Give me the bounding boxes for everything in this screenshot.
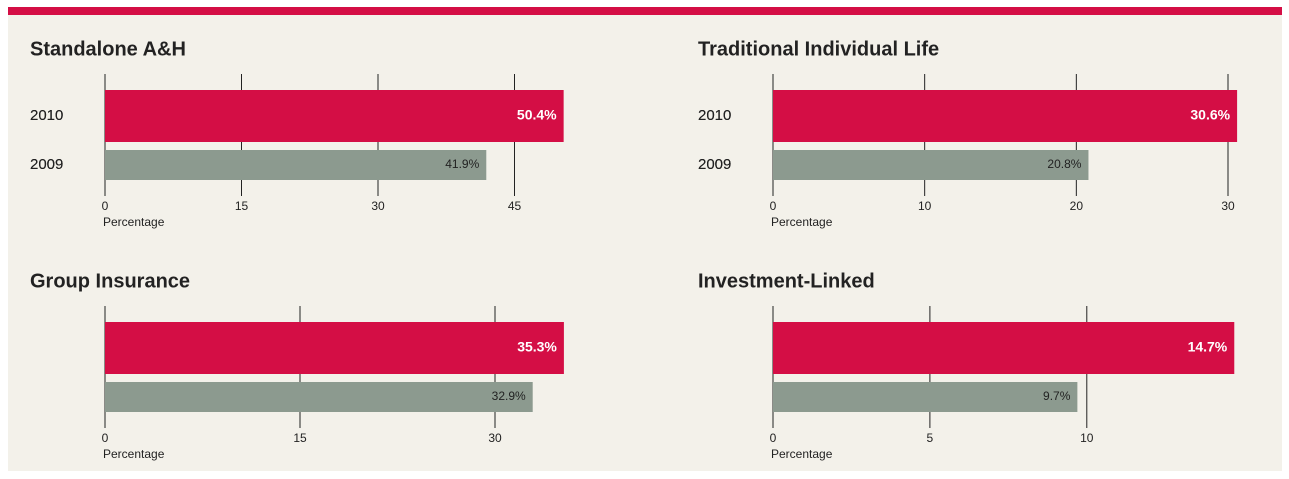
category-label: 2009 [698, 156, 731, 173]
x-tick-label: 5 [927, 431, 934, 445]
x-tick-label: 15 [293, 431, 307, 445]
value-label: 30.6% [1190, 107, 1230, 123]
x-tick-label: 30 [1221, 199, 1235, 213]
value-label: 14.7% [1188, 339, 1228, 355]
x-tick-label: 0 [102, 431, 109, 445]
x-tick-label: 10 [918, 199, 932, 213]
x-axis-label: Percentage [103, 447, 165, 461]
top-band [8, 7, 1282, 15]
bar [105, 322, 564, 374]
x-tick-label: 0 [770, 431, 777, 445]
x-tick-label: 20 [1070, 199, 1084, 213]
x-tick-label: 0 [102, 199, 109, 213]
x-tick-label: 30 [371, 199, 385, 213]
bar [105, 150, 487, 180]
x-axis-label: Percentage [771, 215, 833, 229]
x-tick-label: 30 [488, 431, 502, 445]
x-tick-label: 15 [235, 199, 249, 213]
x-tick-label: 10 [1080, 431, 1094, 445]
value-label: 35.3% [517, 339, 557, 355]
bar [773, 150, 1089, 180]
x-tick-label: 45 [508, 199, 522, 213]
value-label: 9.7% [1043, 389, 1071, 403]
chart-title: Standalone A&H [30, 38, 186, 60]
bar [773, 90, 1238, 142]
category-label: 2009 [30, 156, 63, 173]
x-axis-label: Percentage [103, 215, 165, 229]
bar [773, 322, 1235, 374]
value-label: 50.4% [517, 107, 557, 123]
category-label: 2010 [698, 107, 731, 124]
bar [105, 90, 564, 142]
bar [105, 382, 533, 412]
category-label: 2009 [698, 156, 731, 173]
category-label: 2010 [30, 107, 63, 124]
category-label: 2010 [698, 107, 731, 124]
value-label: 20.8% [1047, 157, 1081, 171]
bar [773, 382, 1078, 412]
value-label: 41.9% [445, 157, 479, 171]
x-tick-label: 0 [770, 199, 777, 213]
category-label: 2009 [30, 156, 63, 173]
chart-title: Investment-Linked [698, 270, 875, 292]
chart-title: Group Insurance [30, 270, 190, 292]
chart-title: Traditional Individual Life [698, 38, 939, 60]
value-label: 32.9% [492, 389, 526, 403]
x-axis-label: Percentage [771, 447, 833, 461]
category-label: 2010 [30, 107, 63, 124]
